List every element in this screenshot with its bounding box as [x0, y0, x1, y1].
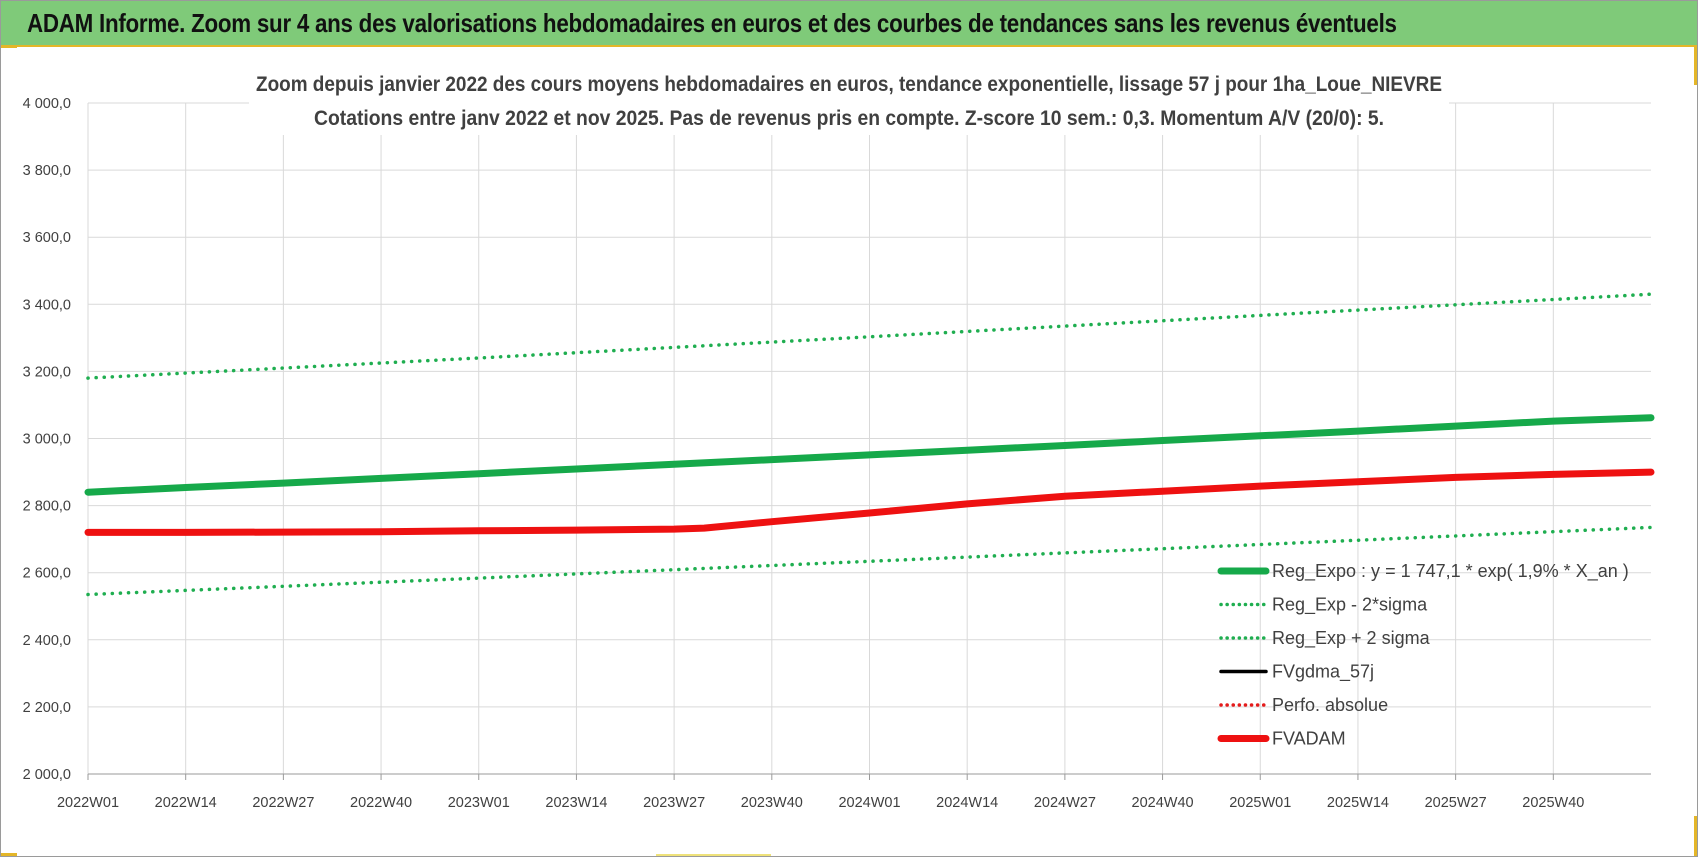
y-tick-label: 3 000,0: [23, 432, 71, 448]
x-tick-label: 2023W01: [448, 795, 510, 811]
subtitle-background: [249, 63, 1449, 135]
chart-subtitle: Cotations entre janv 2022 et nov 2025. P…: [314, 107, 1384, 130]
x-tick-label: 2023W27: [643, 795, 705, 811]
x-tick-label: 2025W01: [1229, 795, 1291, 811]
y-tick-label: 2 600,0: [23, 566, 71, 582]
x-tick-label: 2024W14: [936, 795, 998, 811]
x-tick-label: 2024W40: [1132, 795, 1194, 811]
y-tick-label: 4 000,0: [23, 96, 71, 112]
x-tick-label: 2024W01: [838, 795, 900, 811]
legend-label: Reg_Exp + 2 sigma: [1272, 628, 1431, 649]
corner-accent-bottom-right: [1694, 816, 1697, 856]
y-tick-label: 3 600,0: [23, 230, 71, 246]
legend-label: FVADAM: [1272, 729, 1346, 749]
page-title: ADAM Informe. Zoom sur 4 ans des valoris…: [27, 8, 1397, 38]
x-tick-label: 2023W40: [741, 795, 803, 811]
y-tick-label: 2 000,0: [23, 767, 71, 783]
x-tick-label: 2025W14: [1327, 795, 1389, 811]
y-tick-label: 3 400,0: [23, 297, 71, 313]
y-tick-label: 2 800,0: [23, 499, 71, 515]
series-line-2: [86, 292, 1653, 380]
legend-label: FVgdma_57j: [1272, 662, 1374, 683]
y-axis-ticks: 2 000,0 2 200,0 2 400,0 2 600,0 2 800,0 3 000…: [23, 96, 71, 783]
series-line-5: [84, 468, 1655, 536]
series-lines: [84, 292, 1655, 597]
y-tick-label: 2 200,0: [23, 700, 71, 716]
x-tick-label: 2024W27: [1034, 795, 1096, 811]
x-tick-label: 2025W27: [1425, 795, 1487, 811]
x-tick-label: 2022W01: [57, 795, 119, 811]
x-axis-ticks: 2022W01 2022W14 2022W27 2022W40 2023W01 2023W…: [57, 773, 1651, 811]
x-tick-label: 2022W27: [252, 795, 314, 811]
x-tick-label: 2023W14: [545, 795, 607, 811]
x-tick-label: 2025W40: [1522, 795, 1584, 811]
corner-accent-top-left: [1, 45, 17, 48]
y-tick-label: 3 800,0: [23, 163, 71, 179]
y-tick-label: 3 200,0: [23, 364, 71, 380]
legend-label: Perfo. absolue: [1272, 695, 1388, 715]
x-tick-label: 2022W40: [350, 795, 412, 811]
corner-accent-bottom-left: [1, 853, 17, 856]
series-line-1: [86, 525, 1653, 597]
chart-title: Zoom depuis janvier 2022 des cours moyen…: [256, 73, 1442, 96]
header-bar: ADAM Informe. Zoom sur 4 ans des valoris…: [1, 1, 1697, 47]
gridlines: [87, 102, 1651, 775]
y-tick-label: 2 400,0: [23, 633, 71, 649]
bottom-accent-mark: [656, 854, 771, 856]
legend-label: Reg_Expo : y = 1 747,1 * exp( 1,9% * X_a…: [1272, 561, 1629, 582]
legend-label: Reg_Exp - 2*sigma: [1272, 595, 1428, 616]
corner-accent-top-right: [1694, 45, 1697, 85]
series-line-0: [84, 414, 1655, 496]
x-tick-label: 2022W14: [155, 795, 217, 811]
legend: Reg_Expo : y = 1 747,1 * exp( 1,9% * X_a…: [1217, 561, 1629, 749]
